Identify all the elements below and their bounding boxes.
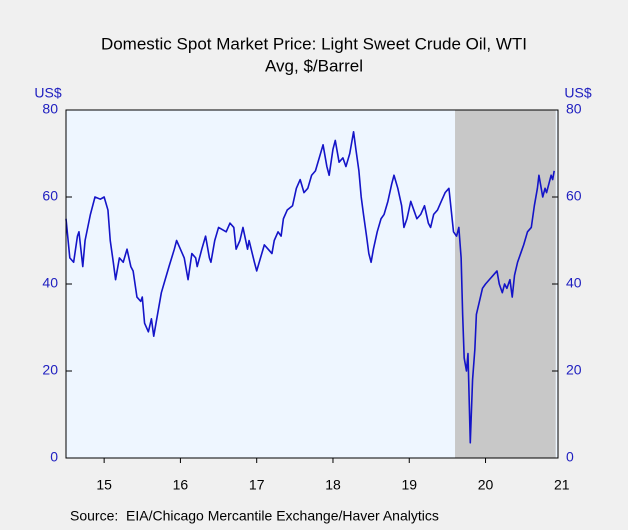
source-note: Source: EIA/Chicago Mercantile Exchange/…: [70, 508, 439, 524]
y2-tick-label: 60: [566, 188, 582, 204]
y2-tick-label: 20: [566, 362, 582, 378]
y2-axis-label: US$: [564, 85, 591, 101]
x-tick-label: 17: [249, 477, 265, 493]
y-axis-label: US$: [34, 85, 61, 101]
y2-tick-label: 0: [566, 449, 574, 465]
y-tick-label: 20: [42, 362, 58, 378]
x-tick-label: 16: [173, 477, 189, 493]
y-tick-label: 80: [42, 101, 58, 117]
chart-title: Domestic Spot Market Price: Light Sweet …: [101, 34, 527, 53]
x-tick-label: 15: [96, 477, 112, 493]
y-tick-label: 0: [50, 449, 58, 465]
y-tick-label: 60: [42, 188, 58, 204]
chart-title: Avg, $/Barrel: [265, 56, 363, 75]
x-tick-label: 21: [554, 477, 570, 493]
x-tick-label: 20: [478, 477, 494, 493]
y-tick-label: 40: [42, 275, 58, 291]
data-line: [65, 130, 555, 444]
x-tick-label: 18: [325, 477, 341, 493]
y2-tick-label: 80: [566, 101, 582, 117]
x-tick-label: 19: [401, 477, 417, 493]
y2-tick-label: 40: [566, 275, 582, 291]
plot-frame: [65, 109, 559, 459]
